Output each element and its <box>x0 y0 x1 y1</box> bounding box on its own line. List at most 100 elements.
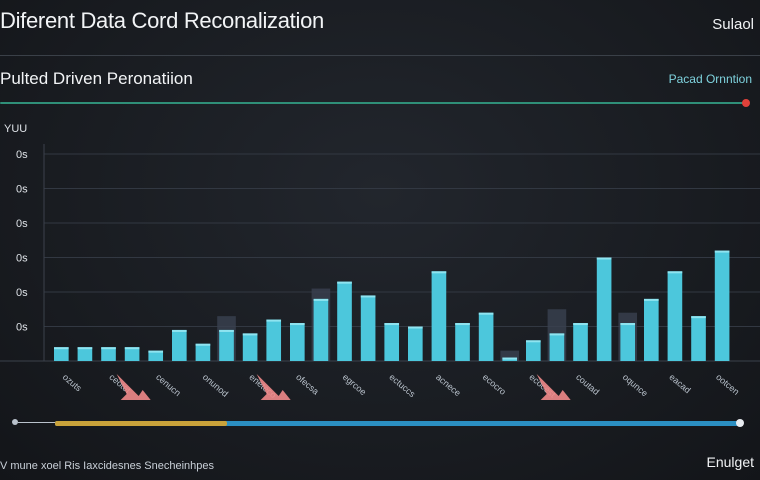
bar-highlight <box>337 281 352 284</box>
bar-highlight <box>455 323 470 326</box>
bar <box>77 347 93 361</box>
bottom-progress-fill <box>55 421 227 426</box>
bar-highlight <box>124 347 140 350</box>
bar-highlight <box>360 295 376 298</box>
bar-highlight <box>242 333 258 336</box>
bar <box>408 326 423 361</box>
bottom-slider-line <box>18 422 56 423</box>
y-axis: 0s 0s 0s 0s 0s 0s YUU <box>4 123 28 334</box>
bar-highlight <box>266 319 282 322</box>
category-label: oqunce <box>621 372 650 399</box>
category-label: cenucn <box>154 372 183 398</box>
bar <box>290 323 305 361</box>
footer-right-text: Enulget <box>706 454 754 470</box>
chart-title: Diferent Data Cord Reconalization <box>0 8 324 33</box>
bar <box>526 340 541 361</box>
arrow-marker <box>256 374 291 400</box>
bar-highlight <box>667 271 683 274</box>
bar-highlight <box>290 323 305 326</box>
bar-highlight <box>478 312 494 315</box>
bar <box>124 347 140 361</box>
category-label: ofecsa <box>294 372 321 397</box>
arrow-markers <box>116 374 571 400</box>
title-right-label: Sulaol <box>712 16 754 33</box>
bar-highlight <box>313 298 329 301</box>
category-label: onunod <box>201 372 230 399</box>
bar-highlight <box>596 257 612 260</box>
bar <box>455 323 470 361</box>
top-slider-track[interactable] <box>0 102 748 104</box>
bar-highlight <box>502 357 518 360</box>
bar <box>360 295 376 361</box>
bar-highlight <box>691 316 706 319</box>
category-label: ecocro <box>481 372 508 397</box>
footer-left-text: V mune xoel Ris Iaxcidesnes Snecheinhpes <box>0 460 215 472</box>
bar <box>101 347 116 361</box>
category-label: eacad <box>667 372 692 395</box>
arrow-marker <box>116 374 151 400</box>
y-tick-label: 0s <box>16 253 28 265</box>
bar <box>596 257 612 361</box>
bar-highlight <box>644 298 659 301</box>
bar <box>431 271 447 361</box>
bar <box>148 350 164 361</box>
category-label: ozuts <box>61 372 84 394</box>
y-tick-label: 0s <box>16 218 28 230</box>
bottom-slider-handle[interactable] <box>736 419 744 427</box>
y-axis-label: YUU <box>4 123 27 135</box>
category-label: egrcoe <box>341 372 369 397</box>
bar <box>573 323 588 361</box>
bar <box>337 281 352 361</box>
subtitle-right-label: Pacad Ornntion <box>668 72 752 86</box>
bar <box>266 319 282 361</box>
category-label: acnece <box>434 372 463 398</box>
x-axis: ozutsceotetcenucnonunodenetecoofecsaegrc… <box>61 372 741 400</box>
y-tick-label: 0s <box>16 322 28 334</box>
bar <box>384 323 400 361</box>
bar-highlight <box>526 340 541 343</box>
arrow-marker <box>536 374 571 400</box>
bar <box>691 316 706 361</box>
bar <box>620 323 636 361</box>
bar-highlight <box>384 323 400 326</box>
ghost-bar <box>500 350 520 361</box>
bar <box>478 312 494 361</box>
bar-highlight <box>195 343 211 346</box>
bar <box>219 329 234 361</box>
bar-highlight <box>148 350 164 353</box>
bar <box>242 333 258 361</box>
bar <box>667 271 683 361</box>
bar-highlight <box>714 250 730 253</box>
bar <box>644 298 659 361</box>
bar <box>172 329 187 361</box>
bar <box>54 347 69 361</box>
bar-highlight <box>77 347 93 350</box>
bottom-slider-left-cap <box>12 419 18 425</box>
bar-highlight <box>172 329 187 332</box>
category-label: ectuccs <box>387 372 417 400</box>
bar-highlight <box>54 347 69 350</box>
bar-highlight <box>101 347 116 350</box>
bar-highlight <box>549 333 565 336</box>
bar-highlight <box>408 326 423 329</box>
category-label: coutad <box>574 372 601 397</box>
header-divider <box>0 55 760 56</box>
bottom-progress-track[interactable] <box>55 421 743 426</box>
bar <box>714 250 730 361</box>
bar <box>549 333 565 361</box>
bar-highlight <box>431 271 447 274</box>
y-tick-label: 0s <box>16 184 28 196</box>
bar-series <box>54 250 730 361</box>
bar-highlight <box>219 329 234 332</box>
top-slider-handle[interactable] <box>742 99 750 107</box>
chart-grid <box>0 144 760 362</box>
bar-highlight <box>573 323 588 326</box>
bar-highlight <box>620 323 636 326</box>
y-tick-label: 0s <box>16 287 28 299</box>
bar <box>195 343 211 361</box>
category-label: ootcen <box>714 372 741 397</box>
bar <box>313 298 329 361</box>
subtitle: Pulted Driven Peronatiion <box>0 69 193 88</box>
y-tick-label: 0s <box>16 149 28 161</box>
